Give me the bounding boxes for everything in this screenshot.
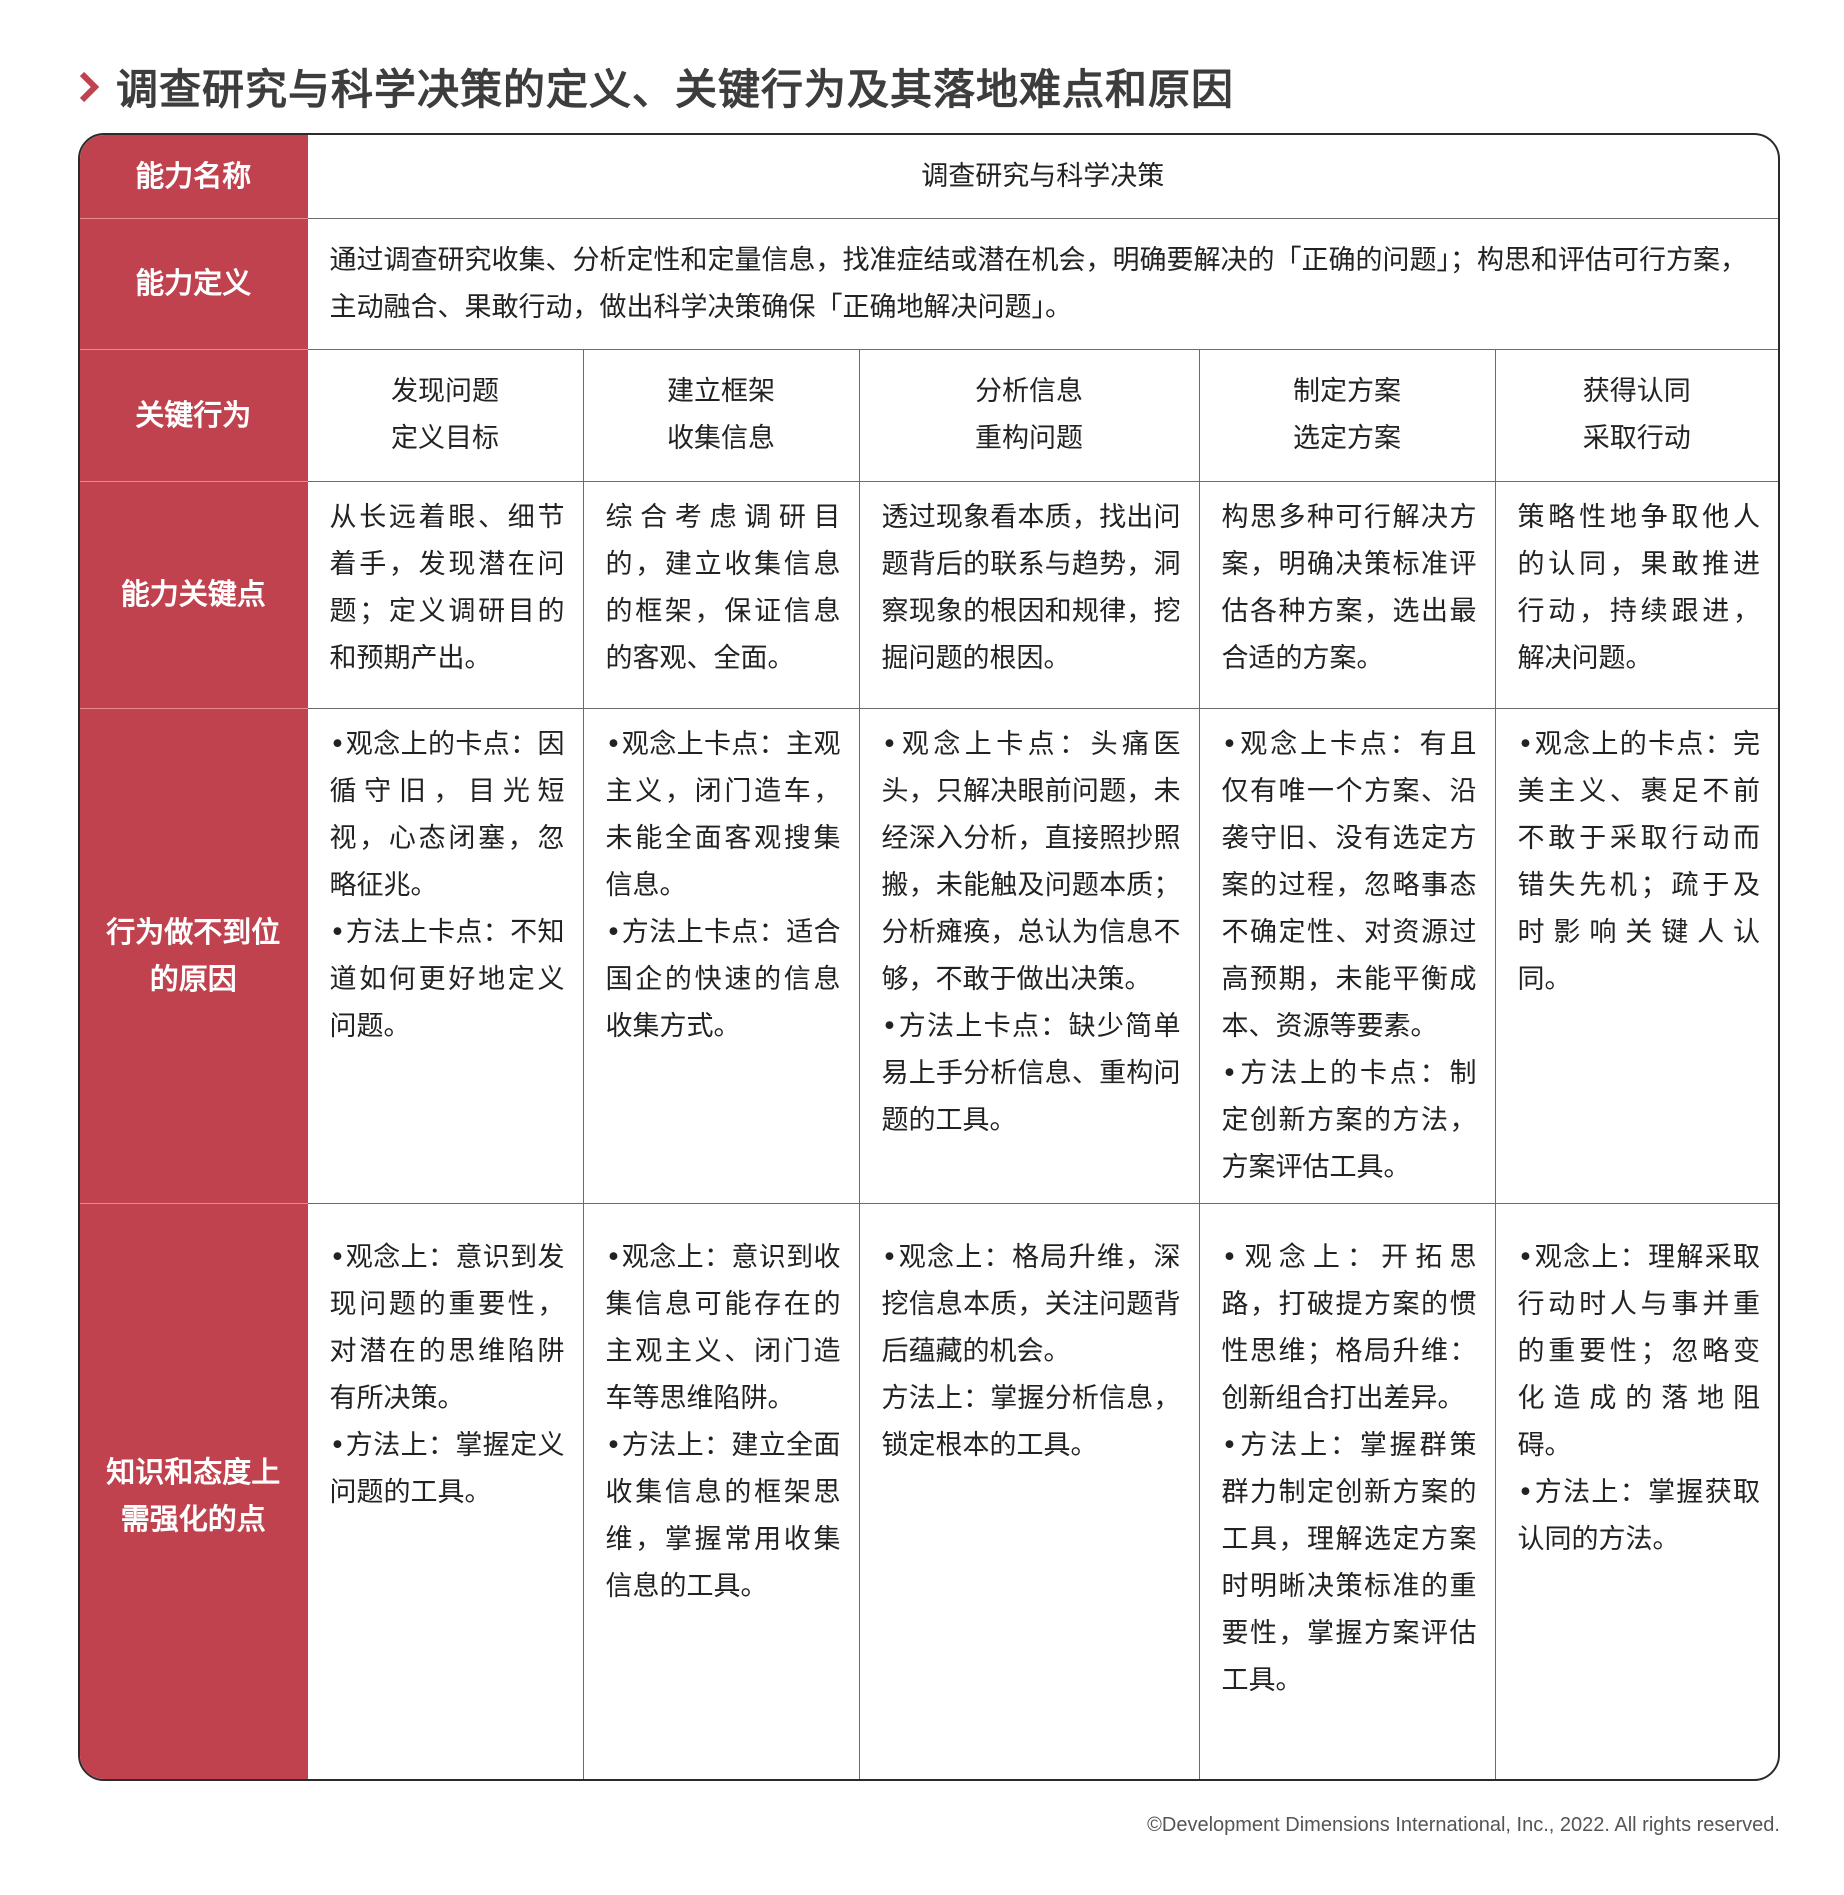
key-behavior-line: 采取行动 bbox=[1582, 423, 1691, 454]
key-behavior-line: 制定方案 bbox=[1293, 376, 1401, 407]
strengthen-mindset: •观念上：格局升维，深挖信息本质，关注问题背后蕴藏的机会。 bbox=[881, 1241, 1181, 1367]
key-point-cell: 综合考虑调研目的，建立收集信息的框架，保证信息的客观、全面。 bbox=[582, 480, 860, 709]
strengthen-method: •方法上：掌握群策群力制定创新方案的工具，理解选定方案时明晰决策标准的重要性，掌… bbox=[1221, 1429, 1477, 1696]
row-label-key-points: 能力关键点 bbox=[80, 480, 307, 709]
row-reasons: 行为做不到位 的原因 •观念上的卡点：因循守旧，目光短视，心态闭塞，忽略征兆。 … bbox=[80, 707, 1778, 1204]
key-behavior-cell: 获得认同 采取行动 bbox=[1494, 348, 1778, 482]
key-behavior-line: 发现问题 bbox=[391, 376, 499, 407]
reason-method: •方法上的卡点：制定创新方案的方法，方案评估工具。 bbox=[1221, 1057, 1477, 1183]
strengthen-method: 方法上：掌握分析信息，锁定根本的工具。 bbox=[881, 1382, 1181, 1461]
chevron-right-icon bbox=[79, 71, 100, 102]
row-label-line: 的原因 bbox=[149, 961, 237, 996]
row-label-definition: 能力定义 bbox=[80, 217, 307, 350]
strengthen-mindset: •观念上：意识到发现问题的重要性，对潜在的思维陷阱有所决策。 bbox=[329, 1241, 565, 1414]
reason-cell: •观念上卡点：头痛医头，只解决眼前问题，未经深入分析，直接照抄照搬，未能触及问题… bbox=[858, 707, 1200, 1204]
row-label-line: 行为做不到位 bbox=[106, 914, 281, 949]
strengthen-method: •方法上：建立全面收集信息的框架思维，掌握常用收集信息的工具。 bbox=[605, 1429, 841, 1602]
key-behavior-line: 定义目标 bbox=[391, 423, 499, 454]
key-point-cell: 构思多种可行解决方案，明确决策标准评估各种方案，选出最合适的方案。 bbox=[1198, 480, 1496, 709]
competency-definition: 通过调查研究收集、分析定性和定量信息，找准症结或潜在机会，明确要解决的「正确的问… bbox=[306, 217, 1778, 350]
reason-mindset: •观念上的卡点：因循守旧，目光短视，心态闭塞，忽略征兆。 bbox=[329, 728, 565, 901]
key-point-cell: 透过现象看本质，找出问题背后的联系与趋势，洞察现象的根因和规律，挖掘问题的根因。 bbox=[858, 480, 1200, 709]
strengthen-cell: •观念上：理解采取行动时人与事并重的重要性；忽略变化造成的落地阻碍。 •方法上：… bbox=[1494, 1202, 1778, 1779]
reason-cell: •观念上卡点：主观主义，闭门造车，未能全面客观搜集信息。 •方法上卡点：适合国企… bbox=[582, 707, 860, 1204]
row-key-points: 能力关键点 从长远着眼、细节着手，发现潜在问题；定义调研目的和预期产出。 综合考… bbox=[80, 480, 1778, 709]
strengthen-mindset: •观念上：理解采取行动时人与事并重的重要性；忽略变化造成的落地阻碍。 bbox=[1517, 1241, 1761, 1461]
row-label-reasons: 行为做不到位 的原因 bbox=[80, 707, 307, 1204]
competency-name: 调查研究与科学决策 bbox=[306, 135, 1778, 219]
reason-method: •方法上卡点：不知道如何更好地定义问题。 bbox=[329, 916, 565, 1042]
reason-mindset: •观念上卡点：头痛医头，只解决眼前问题，未经深入分析，直接照抄照搬，未能触及问题… bbox=[881, 728, 1181, 995]
reason-mindset: •观念上卡点：主观主义，闭门造车，未能全面客观搜集信息。 bbox=[605, 728, 841, 901]
key-behavior-cell: 分析信息 重构问题 bbox=[858, 348, 1200, 482]
competency-table: 能力名称 调查研究与科学决策 能力定义 通过调查研究收集、分析定性和定量信息，找… bbox=[78, 133, 1780, 1781]
strengthen-method: •方法上：掌握获取认同的方法。 bbox=[1517, 1476, 1761, 1555]
strengthen-method: •方法上：掌握定义问题的工具。 bbox=[329, 1429, 565, 1508]
strengthen-cell: •观念上：意识到收集信息可能存在的主观主义、闭门造车等思维陷阱。 •方法上：建立… bbox=[582, 1202, 860, 1779]
row-label-strengthen: 知识和态度上 需强化的点 bbox=[80, 1202, 307, 1779]
strengthen-cell: •观念上：意识到发现问题的重要性，对潜在的思维陷阱有所决策。 •方法上：掌握定义… bbox=[306, 1202, 584, 1779]
row-label-line: 需强化的点 bbox=[120, 1501, 266, 1536]
key-point-cell: 策略性地争取他人的认同，果敢推进行动，持续跟进，解决问题。 bbox=[1494, 480, 1778, 709]
reason-mindset: •观念上的卡点：完美主义、裹足不前不敢于采取行动而错失先机；疏于及时影响关键人认… bbox=[1517, 728, 1761, 995]
strengthen-mindset: •观念上：开拓思路，打破提方案的惯性思维；格局升维：创新组合打出差异。 bbox=[1221, 1241, 1477, 1414]
key-behavior-line: 收集信息 bbox=[667, 423, 775, 454]
strengthen-cell: •观念上：开拓思路，打破提方案的惯性思维；格局升维：创新组合打出差异。 •方法上… bbox=[1198, 1202, 1496, 1779]
key-behavior-line: 获得认同 bbox=[1582, 376, 1691, 407]
key-behavior-line: 分析信息 bbox=[975, 376, 1083, 407]
row-definition: 能力定义 通过调查研究收集、分析定性和定量信息，找准症结或潜在机会，明确要解决的… bbox=[80, 217, 1778, 350]
row-name: 能力名称 调查研究与科学决策 bbox=[80, 135, 1778, 219]
reason-method: •方法上卡点：缺少简单易上手分析信息、重构问题的工具。 bbox=[881, 1010, 1181, 1136]
copyright-footer: ©Development Dimensions International, I… bbox=[1147, 1814, 1780, 1836]
row-label-line: 知识和态度上 bbox=[106, 1454, 281, 1489]
row-strengthen: 知识和态度上 需强化的点 •观念上：意识到发现问题的重要性，对潜在的思维陷阱有所… bbox=[80, 1202, 1778, 1779]
row-label-key-behaviors: 关键行为 bbox=[80, 348, 307, 482]
key-behavior-cell: 发现问题 定义目标 bbox=[306, 348, 584, 482]
reason-mindset: •观念上卡点：有且仅有唯一个方案、沿袭守旧、没有选定方案的过程，忽略事态不确定性… bbox=[1221, 728, 1477, 1042]
row-key-behaviors: 关键行为 发现问题 定义目标 建立框架 收集信息 分析信息 重构问题 制定方案 … bbox=[80, 348, 1778, 482]
key-behavior-line: 建立框架 bbox=[667, 376, 775, 407]
reason-method: •方法上卡点：适合国企的快速的信息收集方式。 bbox=[605, 916, 841, 1042]
page-header: 调查研究与科学决策的定义、关键行为及其落地难点和原因 bbox=[78, 56, 1234, 117]
key-behavior-line: 重构问题 bbox=[975, 423, 1083, 454]
page-title: 调查研究与科学决策的定义、关键行为及其落地难点和原因 bbox=[116, 65, 1235, 114]
key-behavior-cell: 建立框架 收集信息 bbox=[582, 348, 860, 482]
strengthen-mindset: •观念上：意识到收集信息可能存在的主观主义、闭门造车等思维陷阱。 bbox=[605, 1241, 841, 1414]
reason-cell: •观念上卡点：有且仅有唯一个方案、沿袭守旧、没有选定方案的过程，忽略事态不确定性… bbox=[1198, 707, 1496, 1204]
key-behavior-cell: 制定方案 选定方案 bbox=[1198, 348, 1496, 482]
row-label-name: 能力名称 bbox=[80, 135, 307, 219]
key-point-cell: 从长远着眼、细节着手，发现潜在问题；定义调研目的和预期产出。 bbox=[306, 480, 584, 709]
strengthen-cell: •观念上：格局升维，深挖信息本质，关注问题背后蕴藏的机会。 方法上：掌握分析信息… bbox=[858, 1202, 1200, 1779]
reason-cell: •观念上的卡点：因循守旧，目光短视，心态闭塞，忽略征兆。 •方法上卡点：不知道如… bbox=[306, 707, 584, 1204]
key-behavior-line: 选定方案 bbox=[1293, 423, 1401, 454]
reason-cell: •观念上的卡点：完美主义、裹足不前不敢于采取行动而错失先机；疏于及时影响关键人认… bbox=[1494, 707, 1778, 1204]
